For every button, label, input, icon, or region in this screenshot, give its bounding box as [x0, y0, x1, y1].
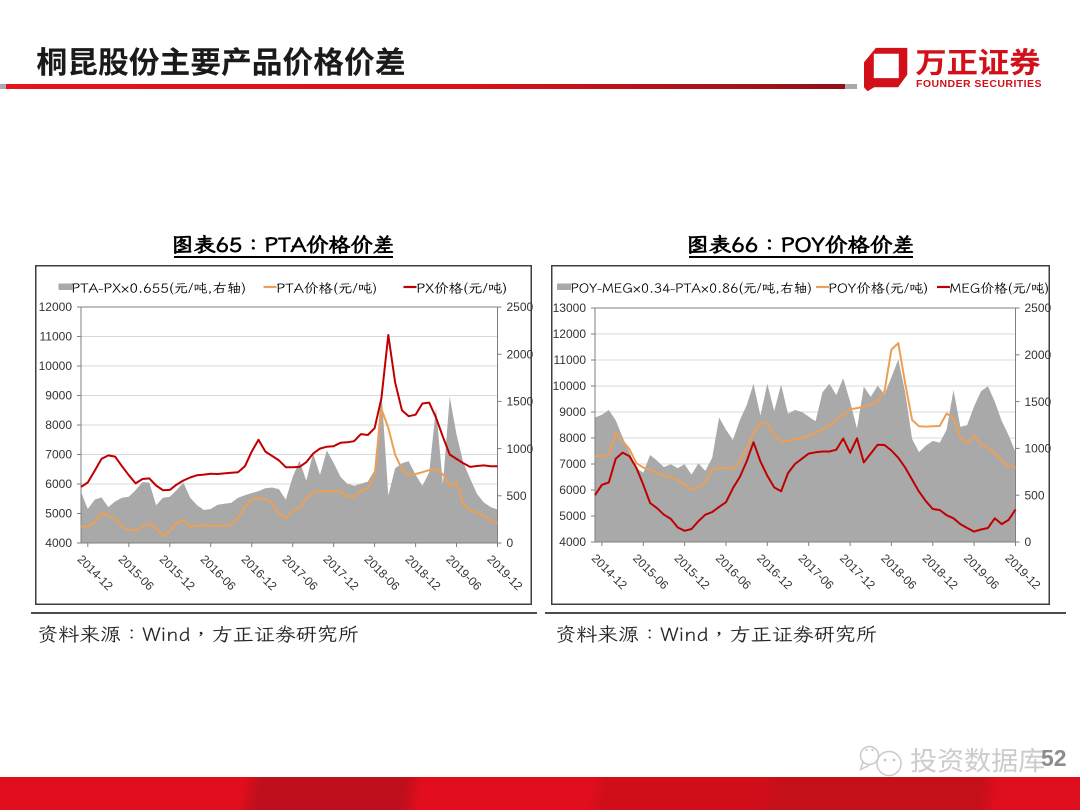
svg-text:2015-12: 2015-12: [671, 551, 712, 592]
svg-text:2017-06: 2017-06: [796, 551, 837, 592]
svg-text:7000: 7000: [559, 457, 586, 471]
svg-text:0: 0: [1025, 535, 1032, 549]
svg-text:11000: 11000: [40, 330, 73, 344]
svg-text:10000: 10000: [39, 359, 73, 373]
svg-text:2000: 2000: [507, 347, 534, 361]
svg-text:2015-06: 2015-06: [630, 551, 671, 592]
svg-text:2014-12: 2014-12: [75, 552, 116, 593]
svg-text:4000: 4000: [559, 535, 586, 549]
svg-text:5000: 5000: [45, 507, 72, 521]
svg-text:2016-06: 2016-06: [198, 552, 239, 593]
svg-text:2000: 2000: [1025, 348, 1052, 362]
svg-text:500: 500: [507, 489, 527, 503]
svg-text:1500: 1500: [1025, 395, 1052, 409]
svg-text:11000: 11000: [554, 353, 587, 367]
svg-text:2016-06: 2016-06: [713, 551, 754, 592]
svg-text:1500: 1500: [507, 395, 534, 409]
svg-text:12000: 12000: [39, 300, 73, 314]
svg-text:2019-06: 2019-06: [443, 552, 484, 593]
svg-text:2016-12: 2016-12: [754, 551, 795, 592]
svg-text:2018-12: 2018-12: [402, 552, 443, 593]
svg-text:2016-12: 2016-12: [239, 552, 280, 593]
svg-text:2018-06: 2018-06: [361, 552, 402, 593]
svg-text:12000: 12000: [553, 327, 587, 341]
svg-text:2500: 2500: [1025, 301, 1052, 315]
svg-text:2017-12: 2017-12: [320, 552, 361, 593]
svg-text:8000: 8000: [559, 431, 586, 445]
svg-text:10000: 10000: [553, 379, 587, 393]
svg-text:13000: 13000: [553, 301, 587, 315]
svg-text:500: 500: [1025, 488, 1045, 502]
svg-text:2018-06: 2018-06: [878, 551, 919, 592]
svg-text:9000: 9000: [45, 389, 72, 403]
svg-text:1000: 1000: [1025, 442, 1052, 456]
svg-text:2019-06: 2019-06: [961, 551, 1002, 592]
svg-text:2019-12: 2019-12: [484, 552, 525, 593]
svg-text:6000: 6000: [559, 483, 586, 497]
svg-text:2015-06: 2015-06: [116, 552, 157, 593]
svg-text:2500: 2500: [507, 300, 534, 314]
svg-text:6000: 6000: [45, 477, 72, 491]
svg-text:2015-12: 2015-12: [157, 552, 198, 593]
svg-text:2019-12: 2019-12: [1002, 551, 1043, 592]
svg-text:0: 0: [507, 536, 514, 550]
svg-text:4000: 4000: [45, 536, 72, 550]
svg-text:9000: 9000: [559, 405, 586, 419]
svg-text:8000: 8000: [45, 418, 72, 432]
svg-text:1000: 1000: [507, 442, 534, 456]
svg-text:7000: 7000: [45, 448, 72, 462]
svg-text:2017-06: 2017-06: [280, 552, 321, 593]
svg-text:2014-12: 2014-12: [589, 551, 630, 592]
svg-text:2017-12: 2017-12: [837, 551, 878, 592]
svg-text:2018-12: 2018-12: [920, 551, 961, 592]
svg-text:5000: 5000: [559, 509, 586, 523]
